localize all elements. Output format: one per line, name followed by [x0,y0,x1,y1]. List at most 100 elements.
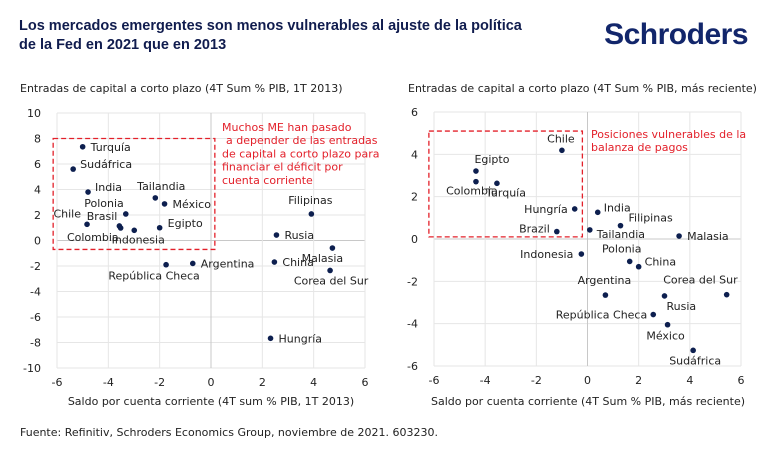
y-tick-label: 8 [34,133,41,146]
data-point [85,189,91,195]
point-label: República Checa [108,270,199,283]
x-tick-label: -4 [480,374,491,387]
y-tick-label: -6 [30,311,41,324]
y-tick-label: 6 [411,106,418,119]
x-tick-label: 0 [584,374,591,387]
data-point [723,291,730,298]
y-tick-label: -2 [30,260,41,273]
point-label: Polonia [84,197,124,210]
point-label: Hungría [524,203,568,216]
point-label: Indonesia [520,248,573,261]
data-point [559,147,565,154]
data-point [690,347,696,354]
annotation-text: Muchos ME han pasado a depender de las en… [222,121,380,187]
data-point [273,232,280,238]
highlight-box [428,130,584,238]
data-point [117,225,124,231]
data-point [594,209,601,216]
y-axis-label: Entradas de capital a corto plazo (4T Su… [408,82,757,95]
point-label: Brazil [519,223,550,236]
point-label: Turquía [485,186,526,199]
data-point [664,321,671,328]
point-label: Malasia [302,252,344,265]
data-point [131,227,138,234]
data-point [156,224,163,231]
x-tick-label: 4 [310,376,317,389]
data-point [267,335,274,342]
point-label: Argentina [578,274,632,287]
source-note: Fuente: Refinitiv, Schroders Economics G… [20,426,438,439]
y-tick-label: 4 [411,148,418,161]
y-tick-label: 0 [411,233,418,246]
page-title: Los mercados emergentes son menos vulner… [19,18,522,53]
data-point [587,227,593,233]
x-tick-label: -4 [103,376,114,389]
x-axis-label: Saldo por cuenta corriente (4T sum % PIB… [68,395,354,408]
y-tick-label: -8 [30,337,41,350]
point-label: China [645,256,676,269]
point-label: Tailandia [596,228,645,241]
point-label: Colombia [446,185,498,198]
point-label: Rusia [667,300,697,313]
data-point [578,251,585,257]
point-label: México [173,198,212,211]
schroders-logo: Schroders [604,18,748,51]
data-point [617,222,624,229]
data-point [329,245,336,251]
data-point [635,263,642,270]
x-axis-label: Saldo por cuenta corriente (4T Sum % PIB… [431,395,745,408]
point-label: Turquía [90,141,131,154]
x-tick-label: -2 [154,376,165,389]
point-label: India [604,201,631,214]
data-point [79,143,86,150]
x-tick-label: 2 [635,374,642,387]
y-tick-label: -10 [23,362,41,375]
point-label: Brasil [87,210,118,223]
point-label: Sudáfrica [80,158,132,171]
highlight-box [52,137,216,251]
data-point [473,168,479,174]
point-label: República Checa [556,309,647,322]
data-point [70,166,76,172]
point-label: Corea del Sur [294,274,369,287]
data-point [602,292,609,298]
y-axis-label: Entradas de capital a corto plazo (4T Su… [20,82,343,95]
x-tick-label: 2 [259,376,266,389]
data-point [161,201,168,207]
point-label: China [282,256,313,269]
point-label: Egipto [474,153,509,166]
y-tick-label: 10 [27,107,41,120]
data-point [122,211,129,217]
point-label: Tailandia [136,180,185,193]
point-label: Colombia [67,231,119,244]
point-label: Argentina [201,257,255,270]
point-label: Egipto [168,217,203,230]
point-label: Filipinas [629,212,673,225]
data-point [571,206,578,212]
x-tick-label: 6 [738,374,745,387]
data-point [554,228,560,235]
data-point [308,211,315,217]
y-tick-label: 4 [34,184,41,197]
data-point [163,261,169,268]
x-tick-label: -2 [531,374,542,387]
data-point [152,195,159,201]
x-tick-label: 0 [208,376,215,389]
data-point [676,233,682,239]
data-point [189,260,196,267]
point-label: México [646,330,685,343]
data-point [84,221,90,228]
point-label: Polonia [602,242,642,255]
y-tick-label: -2 [407,275,418,288]
point-label: India [95,181,122,194]
data-point [327,267,333,274]
y-tick-label: -6 [407,360,418,373]
annotation-text: Posiciones vulnerables de la balanza de p… [591,128,746,154]
data-point [271,259,278,265]
point-label: Rusia [284,229,314,242]
point-label: Hungría [279,332,323,345]
data-point [650,311,657,318]
data-point [494,180,500,187]
point-label: Indonesia [112,233,165,246]
